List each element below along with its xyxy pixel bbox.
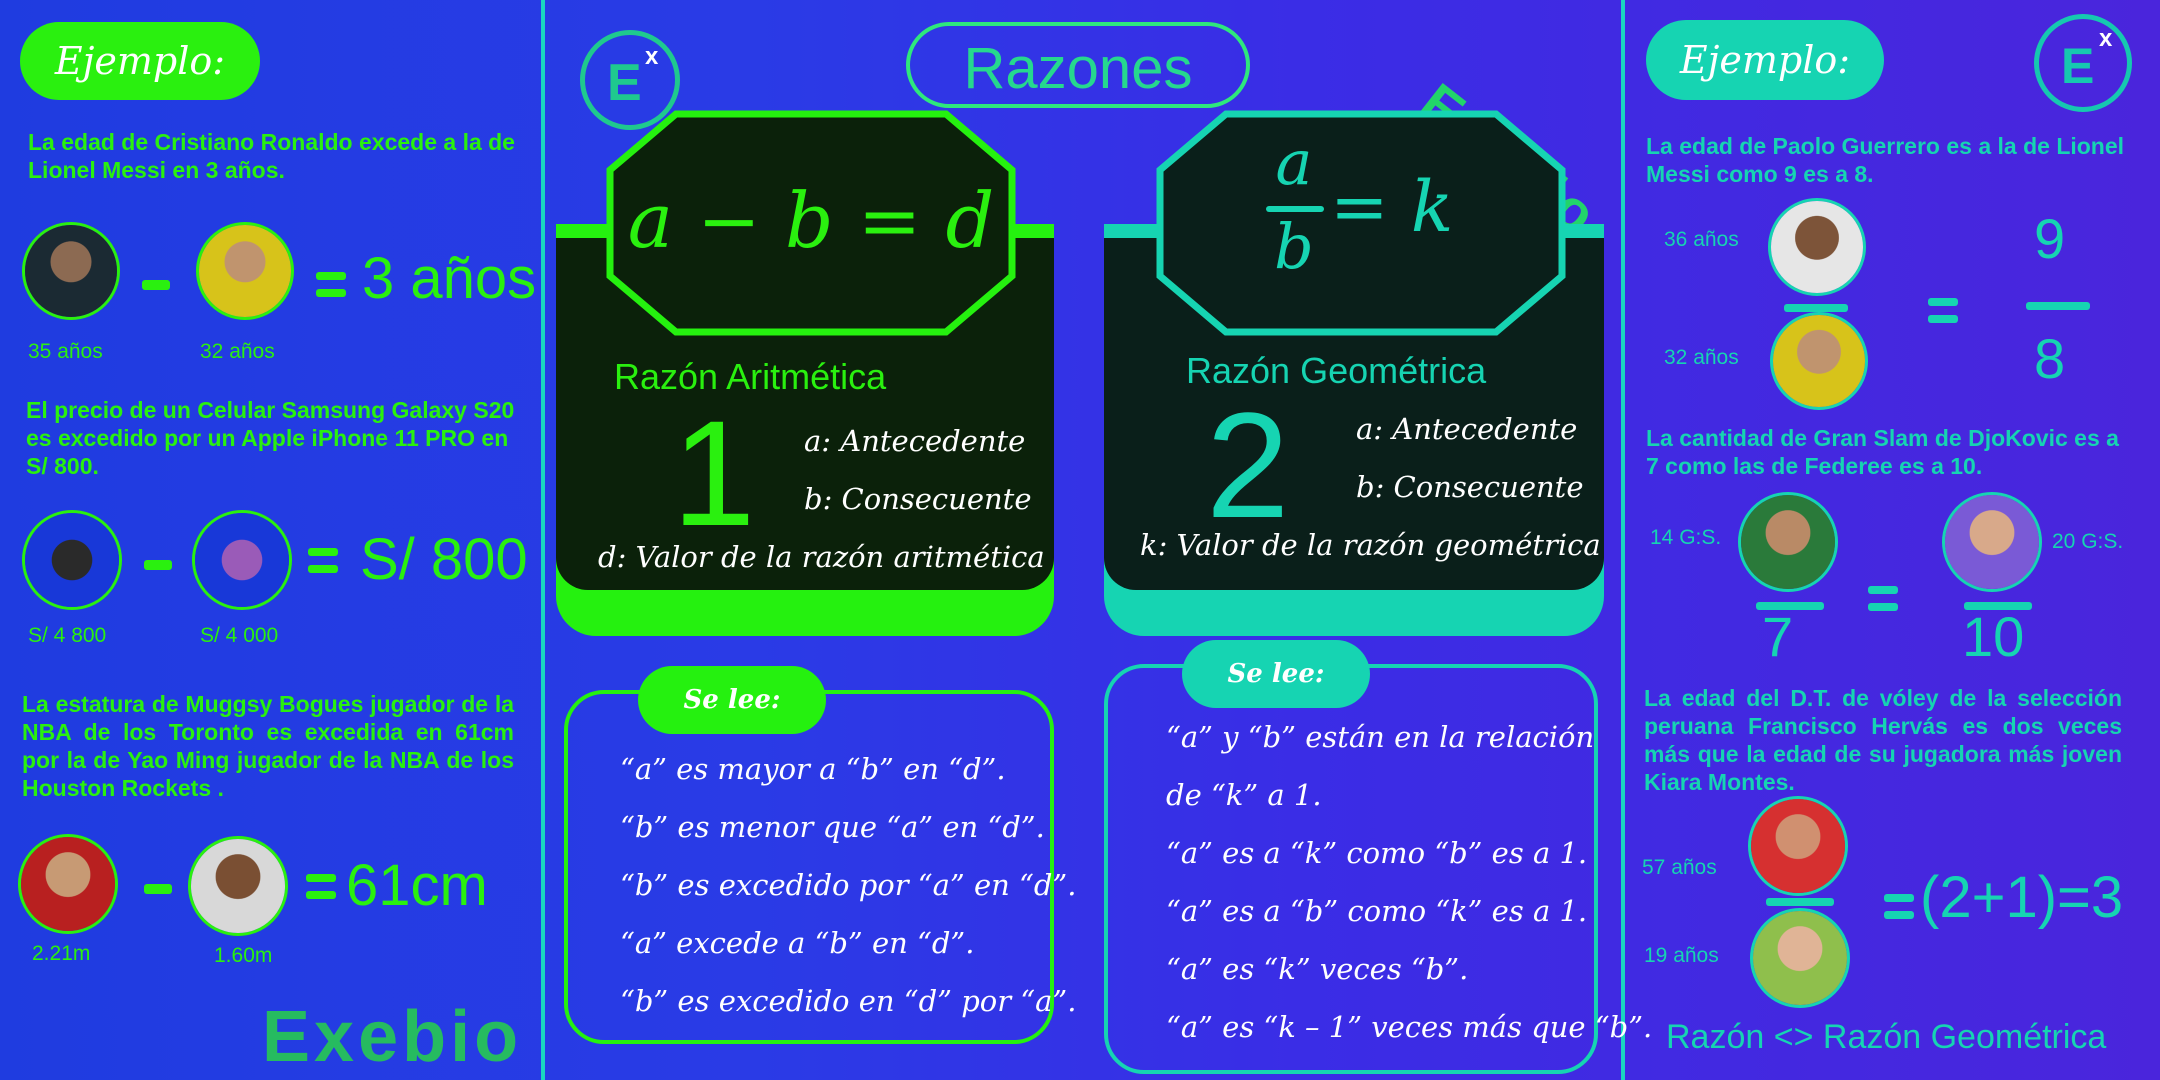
- right-example1-text: La edad de Paolo Guerrero es a la de Lio…: [1646, 133, 2125, 187]
- kiara-avatar: [1750, 908, 1850, 1008]
- minus-sign: [142, 280, 170, 290]
- left-example1-result: 3 años: [362, 246, 537, 311]
- geometric-read-line: “a” y “b” están en la relación: [1166, 720, 1595, 754]
- fraction-bar: [1784, 304, 1848, 312]
- page-title: Razones: [906, 22, 1250, 108]
- arithmetic-read-line: “a” excede a “b” en “d”.: [620, 926, 975, 960]
- right-example2-caption-a: 14 G:S.: [1650, 526, 1722, 549]
- ronaldo-avatar: [22, 222, 120, 320]
- exebio-logo-text: Exebio: [262, 997, 523, 1077]
- right-example1-denominator: 8: [2034, 327, 2066, 390]
- arithmetic-read-line: “b” es excedido en “d” por “a”.: [620, 984, 1077, 1018]
- samsung-avatar: [192, 510, 292, 610]
- arithmetic-def-c: d: Valor de la razón aritmética: [598, 540, 1045, 574]
- left-example2-caption-a: S/ 4 800: [28, 624, 107, 647]
- equals-sign: [1928, 298, 1958, 332]
- arithmetic-formula: a − b = d: [627, 176, 995, 265]
- left-example2-result: S/ 800: [360, 527, 528, 592]
- equals-sign: [308, 548, 338, 582]
- arithmetic-label: Razón Aritmética: [614, 356, 887, 397]
- left-example-pill: Ejemplo:: [20, 22, 260, 100]
- right-example3-text: La edad del D.T. de vóley de la selecció…: [1644, 685, 2122, 795]
- geometric-formula-numerator: a: [1275, 126, 1313, 199]
- arithmetic-def-a: a: Antecedente: [804, 424, 1026, 458]
- fraction-bar: [1964, 602, 2032, 610]
- left-example1-caption-a: 35 años: [28, 340, 103, 363]
- minus-sign: [144, 884, 172, 894]
- yao-ming-avatar: [18, 834, 118, 934]
- geometric-read-pill: Se lee:: [1182, 640, 1370, 708]
- right-footer: Razón <> Razón Geométrica: [1666, 1018, 2107, 1056]
- left-example3-caption-b: 1.60m: [214, 944, 273, 967]
- arithmetic-number: 1: [672, 389, 756, 557]
- geometric-def-b: b: Consecuente: [1356, 470, 1584, 504]
- messi-avatar: [196, 222, 294, 320]
- geometric-read-line: “a” es a “k” como “b” es a 1.: [1166, 836, 1588, 870]
- geometric-number: 2: [1206, 381, 1290, 549]
- equals-sign: [1884, 894, 1914, 928]
- right-example-pill: Ejemplo:: [1646, 20, 1884, 100]
- right-example1-numerator: 9: [2034, 207, 2066, 270]
- right-example3-caption-b: 19 años: [1644, 944, 1719, 967]
- right-example2-caption-b: 20 G:S.: [2052, 530, 2124, 553]
- exebio-logo-icon: E x: [580, 30, 680, 130]
- right-example2-value-b: 10: [1962, 605, 2025, 668]
- right-example1-caption-b: 32 años: [1664, 346, 1739, 369]
- arithmetic-read-line: “b” es excedido por “a” en “d”.: [620, 868, 1077, 902]
- geometric-formula-octagon: [1156, 110, 1566, 336]
- left-example2-text: El precio de un Celular Samsung Galaxy S…: [26, 397, 515, 479]
- messi-avatar: [1770, 312, 1868, 410]
- geometric-read-line: “a” es “k – 1” veces más que “b”.: [1166, 1010, 1653, 1044]
- left-example1-text: La edad de Cristiano Ronaldo excede a la…: [28, 129, 515, 183]
- left-example1-caption-b: 32 años: [200, 340, 275, 363]
- djokovic-avatar: [1738, 492, 1838, 592]
- fraction-bar: [2026, 302, 2090, 310]
- iphone-avatar: [22, 510, 122, 610]
- fraction-bar: [1766, 898, 1834, 906]
- equals-sign: [316, 272, 346, 306]
- arithmetic-read-pill: Se lee:: [638, 666, 826, 734]
- right-example2-value-a: 7: [1762, 605, 1794, 668]
- guerrero-avatar: [1768, 198, 1866, 296]
- left-example2-caption-b: S/ 4 000: [200, 624, 279, 647]
- left-divider: [541, 0, 545, 1080]
- left-example3-text: La estatura de Muggsy Bogues jugador de …: [22, 691, 514, 801]
- bogues-avatar: [188, 836, 288, 936]
- geometric-def-c: k: Valor de la razón geométrica: [1140, 528, 1601, 562]
- right-example1-caption-a: 36 años: [1664, 228, 1739, 251]
- minus-sign: [144, 560, 172, 570]
- right-divider: [1621, 0, 1625, 1080]
- left-example3-result: 61cm: [346, 853, 488, 918]
- equals-sign: [306, 874, 336, 908]
- right-example3-result: (2+1)=3: [1920, 865, 2124, 930]
- geometric-formula-rhs: = k: [1330, 166, 1454, 248]
- arithmetic-read-line: “b” es menor que “a” en “d”.: [620, 810, 1045, 844]
- arithmetic-formula-octagon: [606, 110, 1016, 336]
- right-example2-text: La cantidad de Gran Slam de DjoKovic es …: [1646, 425, 2119, 479]
- arithmetic-read-line: “a” es mayor a “b” en “d”.: [620, 752, 1006, 786]
- geometric-label: Razón Geométrica: [1186, 350, 1487, 391]
- geometric-def-a: a: Antecedente: [1356, 412, 1578, 446]
- arithmetic-def-b: b: Consecuente: [804, 482, 1032, 516]
- exebio-logo-icon: E x: [2034, 14, 2132, 112]
- federer-avatar: [1942, 492, 2042, 592]
- fraction-bar: [1756, 602, 1824, 610]
- geometric-read-line: “a” es “k” veces “b”.: [1166, 952, 1469, 986]
- geometric-read-line: de “k” a 1.: [1166, 778, 1322, 812]
- fraction-bar: [1266, 206, 1324, 212]
- left-example3-caption-a: 2.21m: [32, 942, 91, 965]
- geometric-read-line: “a” es a “b” como “k” es a 1.: [1166, 894, 1588, 928]
- geometric-formula-denominator: b: [1274, 210, 1314, 283]
- right-example3-caption-a: 57 años: [1642, 856, 1717, 879]
- herves-avatar: [1748, 796, 1848, 896]
- equals-sign: [1868, 586, 1898, 620]
